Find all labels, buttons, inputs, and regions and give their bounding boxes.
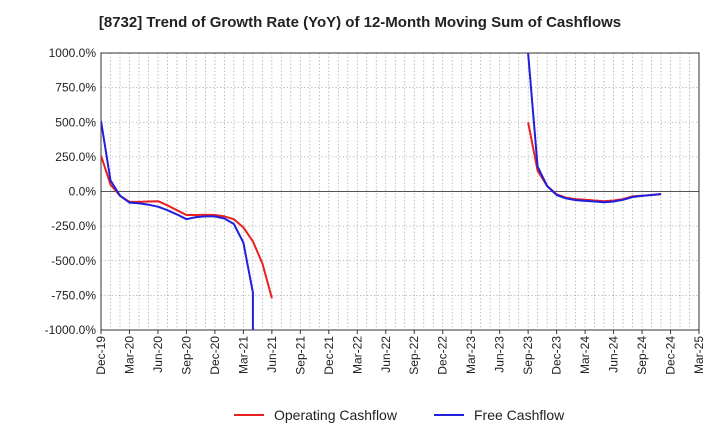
plot-frame: [100, 52, 700, 331]
legend-item: Operating Cashflow: [234, 407, 398, 423]
x-tick-label: Dec-19: [94, 336, 108, 375]
x-tick-label: Sep-20: [179, 336, 193, 375]
series-line-free-cashflow: [101, 120, 254, 330]
x-axis-ticks: Dec-19 Mar-20 Jun-20 Sep-20 Dec-20 Mar-21 Jun-…: [94, 330, 706, 375]
x-tick-label: Jun-21: [265, 336, 279, 373]
x-tick-label: Mar-24: [578, 336, 592, 374]
y-tick-label: -250.0%: [51, 219, 96, 233]
series-line-free-cashflow: [527, 53, 662, 204]
x-tick-label: Jun-20: [151, 336, 165, 373]
x-tick-label: Mar-21: [236, 336, 250, 374]
y-tick-label: 500.0%: [55, 115, 96, 129]
x-tick-label: Dec-21: [322, 336, 336, 375]
x-tick-label: Sep-24: [635, 336, 649, 375]
y-tick-label: 750.0%: [55, 81, 96, 95]
x-tick-label: Mar-25: [692, 336, 706, 374]
x-tick-label: Mar-22: [350, 336, 364, 374]
x-tick-label: Jun-22: [379, 336, 393, 373]
y-tick-label: 1000.0%: [49, 46, 97, 60]
y-tick-label: -500.0%: [51, 254, 96, 268]
x-tick-label: Mar-23: [464, 336, 478, 374]
y-tick-label: -1000.0%: [45, 323, 97, 337]
y-tick-label: 0.0%: [69, 185, 97, 199]
x-tick-label: Dec-22: [436, 336, 450, 375]
x-tick-label: Sep-23: [521, 336, 535, 375]
x-tick-label: Mar-20: [122, 336, 136, 374]
x-tick-label: Sep-21: [293, 336, 307, 375]
y-tick-label: -750.0%: [51, 288, 96, 302]
x-tick-label: Sep-22: [407, 336, 421, 375]
legend-label: Operating Cashflow: [274, 407, 398, 423]
axes: [100, 52, 700, 331]
legend-label: Free Cashflow: [474, 407, 565, 423]
legend: Operating Cashflow Free Cashflow: [234, 407, 565, 423]
x-tick-label: Dec-20: [208, 336, 222, 375]
grid: [101, 52, 699, 331]
x-tick-label: Jun-23: [493, 336, 507, 373]
chart-title: [8732] Trend of Growth Rate (YoY) of 12-…: [98, 14, 622, 31]
y-axis-ticks: 1000.0% 750.0% 500.0% 250.0% 0.0% -250.0% -500…: [45, 46, 97, 337]
plot-area: [101, 53, 662, 330]
x-tick-label: Dec-24: [664, 336, 678, 375]
x-tick-label: Jun-24: [607, 336, 621, 373]
legend-item: Free Cashflow: [434, 407, 565, 423]
y-tick-label: 250.0%: [55, 150, 96, 164]
x-tick-label: Dec-23: [550, 336, 564, 375]
